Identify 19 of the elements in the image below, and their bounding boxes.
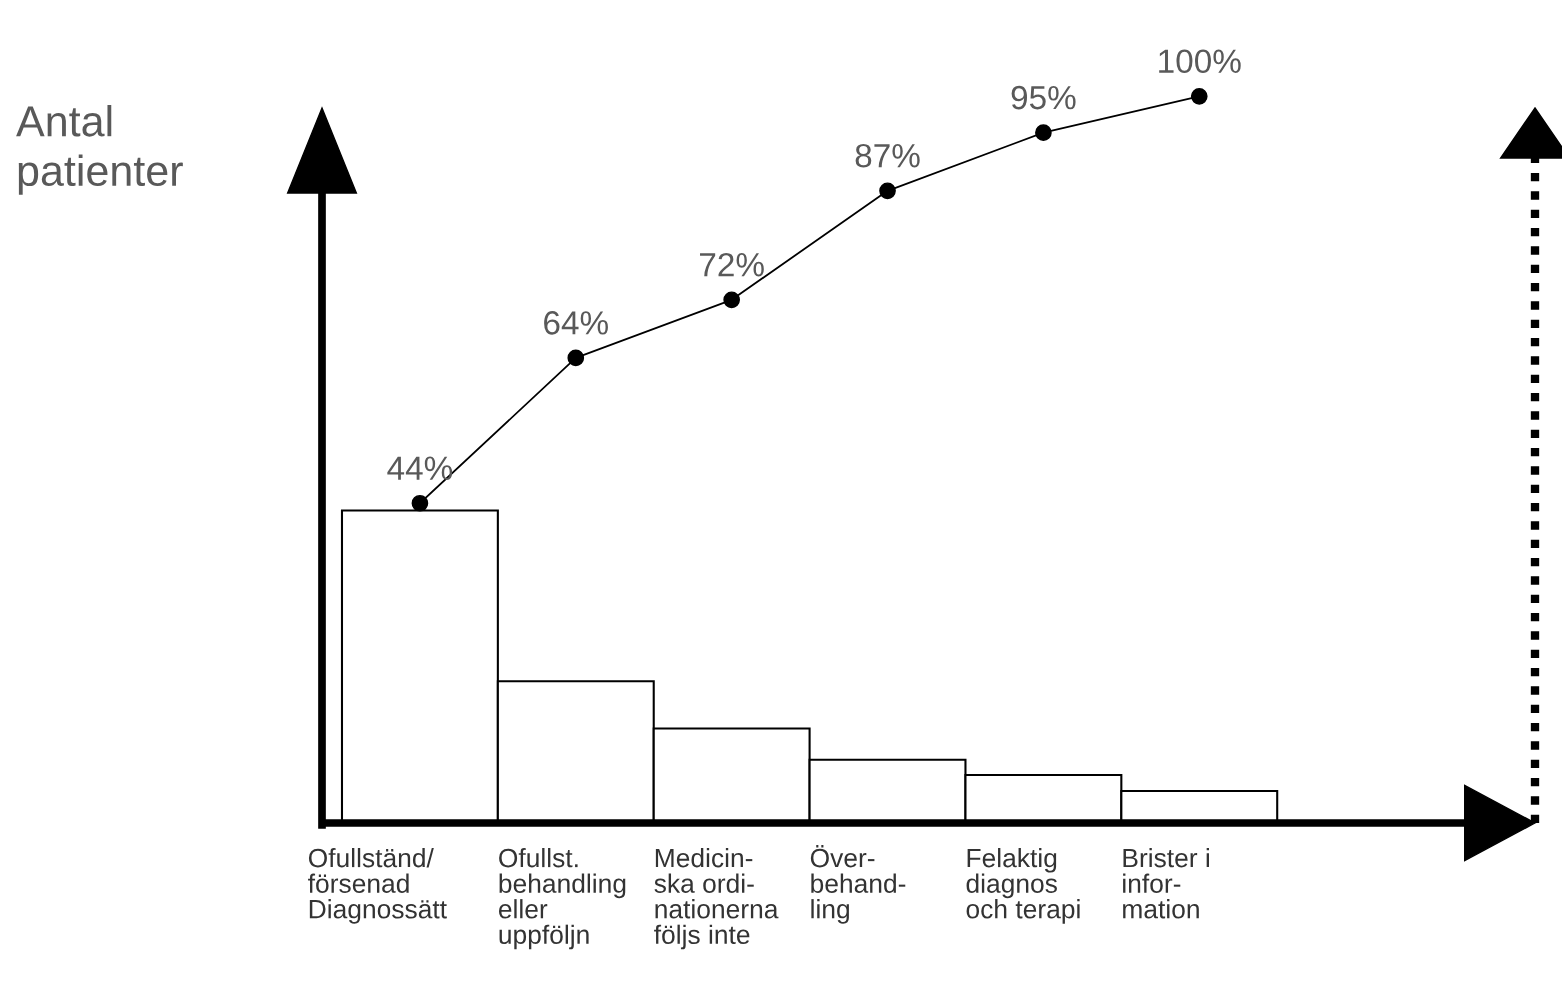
point — [567, 349, 585, 367]
point — [1190, 87, 1208, 105]
x-tick-label: Över- behand- ling — [810, 845, 906, 924]
point — [723, 291, 740, 309]
point — [411, 494, 429, 512]
data-label: 100% — [1159, 49, 1241, 74]
x-tick-label: Ofullständ/ försenad Diagnossätt — [308, 848, 447, 924]
x-tick-label: Ofullst. behandling eller uppföljn — [498, 848, 626, 950]
x-tick-label: Felaktig diagnos och terapi — [966, 848, 1080, 924]
data-label: 72% — [700, 252, 764, 277]
point — [879, 182, 896, 200]
x-tick-label: Brister i infor- mation — [1123, 848, 1209, 919]
point — [1035, 124, 1052, 142]
text: Antal patienter — [16, 105, 183, 195]
data-label: 64% — [544, 311, 608, 335]
data-label: 87% — [855, 143, 920, 168]
data-label: 95% — [1011, 85, 1076, 110]
data-label: 44% — [387, 456, 453, 480]
x-tick-label: Medicin- ska ordi- nationerna följs inte — [654, 848, 779, 950]
